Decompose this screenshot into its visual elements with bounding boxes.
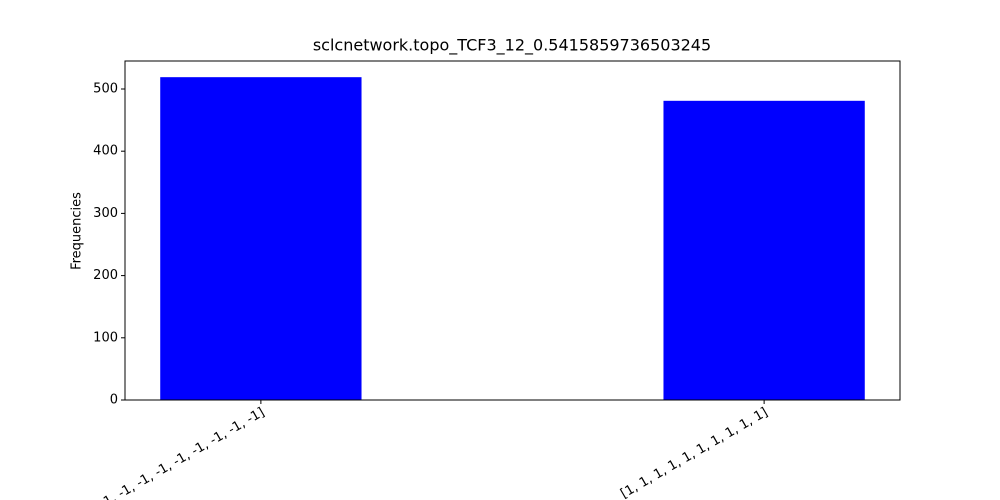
- bar: [160, 77, 362, 400]
- y-tick-label: 300: [93, 206, 118, 221]
- y-tick-label: 500: [93, 81, 118, 96]
- plot-frame: [124, 60, 901, 401]
- y-tick-label: 200: [93, 268, 118, 283]
- y-tick-label: 400: [93, 144, 118, 159]
- chart-title: sclcnetwork.topo_TCF3_12_0.5415859736503…: [313, 36, 711, 56]
- y-tick-label: 0: [110, 393, 118, 408]
- bar: [663, 100, 865, 400]
- y-tick-label: 100: [93, 330, 118, 345]
- y-axis-label: Frequencies: [70, 192, 85, 270]
